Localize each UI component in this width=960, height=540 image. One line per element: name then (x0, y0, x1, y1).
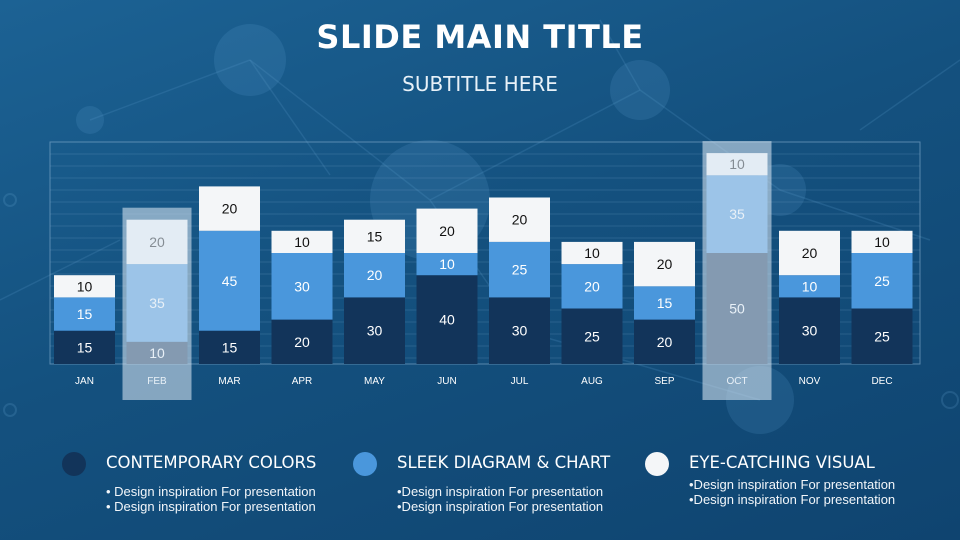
bar-segment (851, 253, 913, 309)
data-label: 30 (802, 323, 818, 339)
legend-dot-mid (353, 452, 377, 476)
bar-segment (634, 286, 695, 320)
x-tick-label: JAN (75, 376, 94, 387)
bar-segment (634, 319, 695, 364)
legend-bullet: •Design inspiration For presentation (397, 484, 604, 499)
bar-segment (199, 186, 260, 231)
data-label: 15 (367, 228, 383, 244)
legend-dot-dark (62, 452, 86, 476)
data-label: 20 (222, 201, 238, 217)
highlight-overlay (122, 207, 192, 400)
slide-subtitle: SUBTITLE HERE (402, 72, 558, 96)
bar-segment (416, 253, 478, 276)
bar-segment (489, 197, 550, 242)
bar-segment (199, 330, 260, 364)
bar-segment (779, 297, 840, 364)
x-tick-label: JUL (511, 376, 529, 387)
legend-dot-light (645, 452, 669, 476)
bar-segment (561, 308, 623, 364)
data-label: 30 (294, 278, 310, 294)
plot-frame (49, 141, 921, 365)
bar-segment (851, 230, 913, 253)
legend-bullet: • Design inspiration For presentation (106, 484, 316, 499)
data-label: 30 (367, 323, 383, 339)
highlight-overlay (702, 141, 772, 400)
legend-heading: CONTEMPORARY COLORS (106, 453, 317, 472)
data-label: 20 (657, 256, 673, 272)
data-label: 10 (294, 234, 310, 250)
x-tick-label: AUG (581, 376, 603, 387)
legend-bullet: • Design inspiration For presentation (106, 499, 316, 514)
bar-segment (271, 319, 333, 364)
data-label: 10 (77, 278, 93, 294)
data-label: 20 (657, 334, 673, 350)
legend-bullet: •Design inspiration For presentation (689, 492, 896, 507)
data-label: 15 (657, 295, 673, 311)
data-label: 20 (439, 223, 455, 239)
data-label: 20 (584, 278, 600, 294)
bar-segment (779, 230, 840, 276)
bar-segment (54, 330, 115, 364)
bar-segment (561, 241, 623, 265)
data-label: 25 (874, 328, 890, 344)
bar-segment (489, 297, 550, 364)
legend-heading: SLEEK DIAGRAM & CHART (397, 453, 611, 472)
bar-segment (634, 241, 695, 287)
x-tick-label: NOV (799, 376, 821, 387)
data-label: 25 (874, 273, 890, 289)
data-label: 10 (439, 256, 455, 272)
data-label: 15 (77, 306, 93, 322)
legend-bullet: •Design inspiration For presentation (689, 477, 896, 492)
bar-segment (779, 275, 840, 298)
data-label: 45 (222, 273, 238, 289)
bar-segment (561, 264, 623, 309)
data-label: 40 (439, 312, 455, 328)
slide-title: SLIDE MAIN TITLE (316, 18, 644, 56)
x-tick-label: JUN (437, 376, 456, 387)
x-tick-label: SEP (654, 376, 674, 387)
x-tick-label: MAY (364, 376, 385, 387)
bar-segment (489, 241, 550, 298)
x-tick-label: MAR (218, 376, 240, 387)
data-label: 10 (874, 234, 890, 250)
bar-segment (344, 253, 405, 298)
bar-segment (416, 208, 478, 253)
data-label: 20 (367, 267, 383, 283)
bar-segment (54, 275, 115, 298)
bar-segment (344, 297, 405, 364)
data-label: 20 (512, 212, 528, 228)
data-label: 10 (802, 278, 818, 294)
bar-segment (851, 308, 913, 364)
legend-bullet: •Design inspiration For presentation (397, 499, 604, 514)
data-label: 15 (77, 339, 93, 355)
data-label: 30 (512, 323, 528, 339)
legend-heading: EYE-CATCHING VISUAL (689, 453, 875, 472)
data-label: 20 (802, 245, 818, 261)
bar-segment (199, 230, 260, 331)
data-label: 20 (294, 334, 310, 350)
bar-segment (54, 297, 115, 331)
bar-segment (344, 219, 405, 253)
bar-segment (271, 253, 333, 320)
data-label: 15 (222, 339, 238, 355)
x-tick-label: APR (292, 376, 313, 387)
x-tick-label: DEC (871, 376, 892, 387)
data-label: 25 (512, 262, 528, 278)
bar-segment (416, 275, 478, 364)
data-label: 25 (584, 328, 600, 344)
bar-segment (271, 230, 333, 253)
data-label: 10 (584, 245, 600, 261)
